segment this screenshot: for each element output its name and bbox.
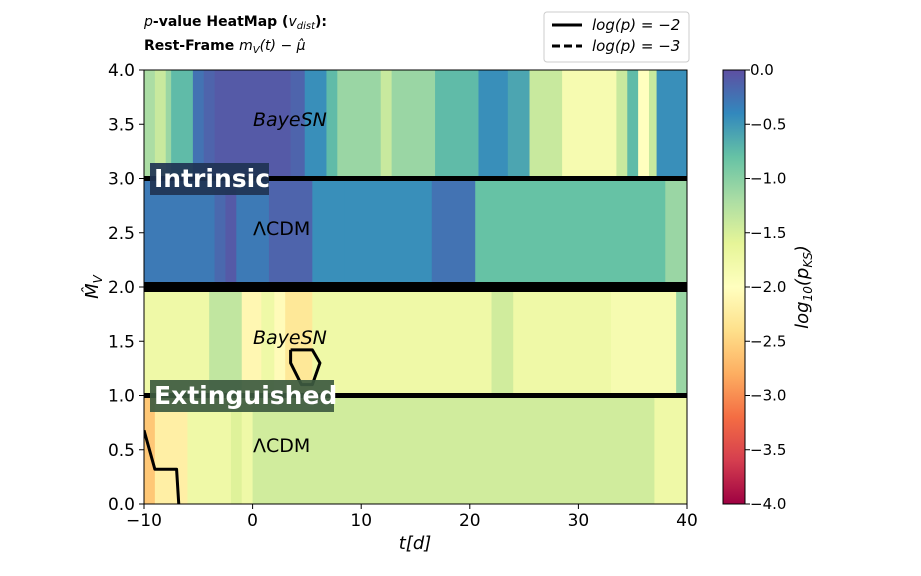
heatmap-cell: [337, 70, 382, 179]
x-tick-label: −10: [126, 511, 162, 531]
colorbar-tick-label: −3.5: [750, 441, 786, 459]
heatmap-cell: [507, 70, 531, 179]
x-tick-label: 30: [568, 511, 590, 531]
heatmap-cell: [627, 70, 639, 179]
y-tick-label: 2.5: [108, 224, 135, 244]
y-axis-ticks: 0.0 0.5 1.0 1.5 2.0 2.5 3.0 3.5 4.0: [108, 61, 144, 515]
colorbar-tick-label: −2.5: [750, 332, 786, 350]
panel-label-intrinsic: Intrinsic: [150, 163, 270, 195]
y-tick-label: 1.5: [108, 332, 135, 352]
panel-label-extinguished-bg: [150, 380, 334, 412]
heatmap-cell: [304, 70, 327, 179]
heatmap-cell: [312, 287, 493, 396]
heatmap-cell: [154, 395, 188, 504]
heatmap-cell: [665, 178, 687, 288]
colorbar-tick-label: −4.0: [750, 495, 786, 513]
heatmap-cell: [203, 70, 216, 179]
y-tick-label: 1.0: [108, 387, 135, 407]
heatmap-cell: [209, 287, 243, 396]
panel-label-extinguished: Extinguished: [150, 380, 337, 412]
heatmap-cell: [230, 395, 243, 504]
heatmap-cell: [654, 395, 687, 504]
colorbar-tick-label: 0.0: [750, 61, 774, 79]
heatmap-cell: [562, 70, 617, 179]
heatmap-cell: [214, 70, 292, 179]
legend-label-dashed: log(p) = −3: [592, 37, 680, 55]
heatmap-cell: [192, 70, 205, 179]
heatmap-cell: [529, 70, 563, 179]
heatmap-cell: [187, 395, 232, 504]
chart-title-line2: Rest-Frame mV(t) − μ̂: [144, 38, 306, 56]
heatmap-cell: [290, 70, 306, 179]
chart-title-line1: p-value HeatMap (vdist):: [143, 14, 327, 32]
x-axis-ticks: −10 0 10 20 30 40: [126, 504, 698, 531]
annotation-bayesn-top: BayeSN: [253, 109, 327, 131]
heatmap-cell: [225, 178, 237, 288]
y-tick-label: 0.5: [108, 441, 135, 461]
heatmap-cell: [344, 178, 433, 288]
heatmap-cell: [236, 178, 270, 288]
heatmap-cell: [638, 70, 650, 179]
colorbar-gradient: [722, 69, 746, 505]
heatmap-cell: [491, 287, 514, 396]
heatmap-cell: [475, 178, 666, 288]
y-axis-label: M̂V: [82, 274, 105, 299]
panel-label-extinguished-text: Extinguished: [154, 381, 337, 410]
heatmap-cell: [241, 287, 262, 396]
colorbar-tick-label: −1.5: [750, 224, 786, 242]
legend: log(p) = −2 log(p) = −3: [543, 11, 690, 63]
heatmap-cell: [274, 287, 286, 396]
y-tick-label: 0.0: [108, 495, 135, 515]
x-tick-label: 40: [676, 511, 698, 531]
heatmap-cell: [214, 178, 226, 288]
heatmap-cell: [616, 70, 628, 179]
heatmap-cell: [478, 70, 509, 179]
heatmap-cell: [171, 70, 194, 179]
colorbar-label: log10(pKS): [792, 245, 815, 329]
heatmap-cell: [144, 287, 210, 396]
heatmap-cell: [261, 287, 275, 396]
heatmap-cell: [380, 70, 393, 179]
colorbar-ticks: 0.0 −0.5 −1.0 −1.5 −2.0 −2.5 −3.0 −3.5 −4.0: [745, 61, 786, 513]
x-tick-label: 0: [247, 511, 258, 531]
colorbar-tick-label: −3.0: [750, 387, 786, 405]
x-tick-label: 10: [350, 511, 372, 531]
panel-label-intrinsic-bg: [150, 163, 269, 195]
heatmap-cell: [241, 395, 254, 504]
heatmap-cell: [648, 70, 658, 179]
annotation-bayesn-bottom: BayeSN: [253, 327, 327, 349]
heatmap-cell: [656, 70, 687, 179]
y-tick-label: 3.5: [108, 115, 135, 135]
contour-line: [144, 429, 181, 504]
heatmap-cell: [144, 178, 216, 288]
colorbar: 0.0 −0.5 −1.0 −1.5 −2.0 −2.5 −3.0 −3.5 −4.0 log1…: [722, 61, 815, 513]
heatmap-cell: [676, 287, 687, 396]
x-tick-label: 20: [459, 511, 481, 531]
colorbar-tick-label: −0.5: [750, 115, 786, 133]
heatmap-cell: [326, 70, 338, 179]
legend-label-solid: log(p) = −2: [592, 16, 680, 34]
heatmap-cell: [154, 70, 167, 179]
heatmap-cell: [435, 70, 479, 179]
heatmap-cell: [610, 287, 677, 396]
heatmap-cell: [431, 178, 476, 288]
y-tick-label: 3.0: [108, 170, 135, 190]
annotation-lcdm-top: ΛCDM: [253, 218, 310, 240]
heatmap-cell: [144, 70, 156, 179]
heatmap-cells: [144, 70, 687, 504]
colorbar-tick-label: −2.0: [750, 278, 786, 296]
colorbar-tick-label: −1.0: [750, 170, 786, 188]
x-axis-label: t[d]: [399, 533, 432, 554]
heatmap-cell: [391, 70, 436, 179]
heatmap-cell: [268, 178, 313, 288]
heatmap-cell: [312, 178, 346, 288]
y-tick-label: 4.0: [108, 61, 135, 81]
y-tick-label: 2.0: [108, 278, 135, 298]
heatmap-cell: [252, 395, 655, 504]
annotation-lcdm-bottom: ΛCDM: [253, 435, 310, 457]
heatmap-cell: [165, 70, 172, 179]
heatmap-cell: [513, 287, 612, 396]
panel-label-intrinsic-text: Intrinsic: [154, 164, 270, 193]
